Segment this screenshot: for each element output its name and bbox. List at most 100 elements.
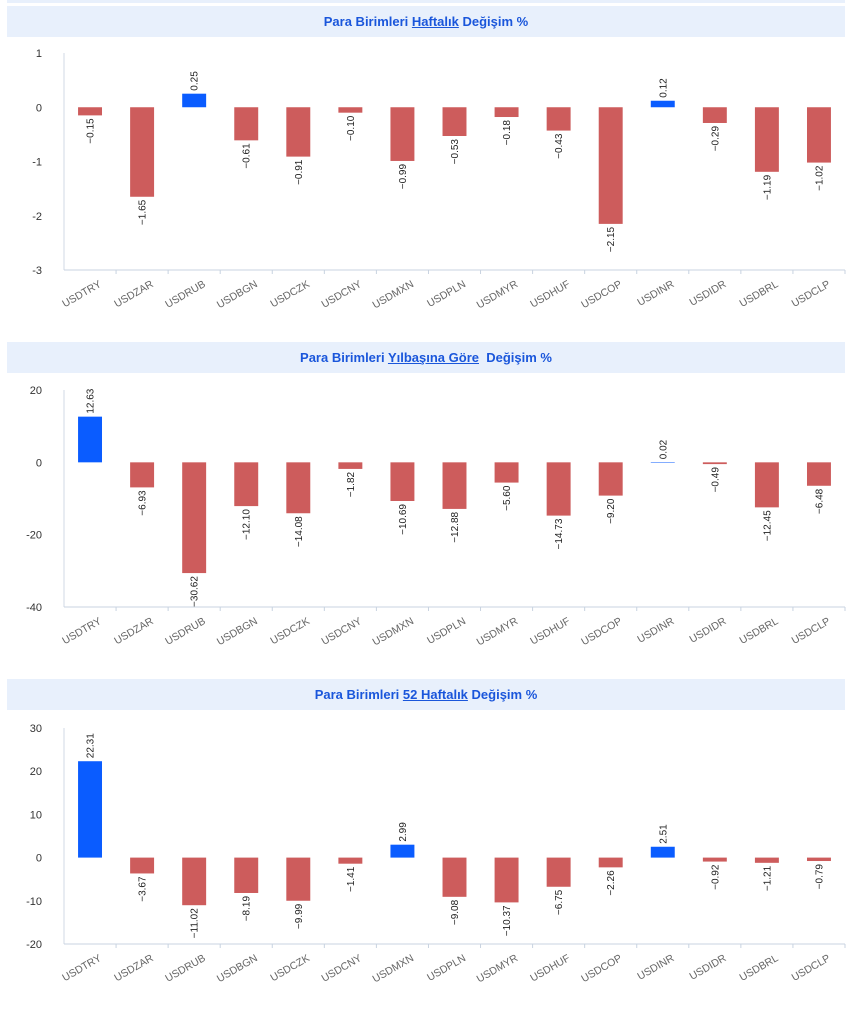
chart-title-link[interactable]: 52 Haftalık [402,687,468,702]
y-tick-label: 20 [30,766,42,778]
y-tick-label: 20 [30,385,42,397]
category-label-usdmxn: USDMXN [371,952,416,985]
category-label-usdmxn: USDMXN [371,615,416,648]
bar-usdhuf [546,107,571,131]
value-label-usdpln: −9.08 [450,899,461,925]
value-label-usdczk: −0.91 [294,159,305,185]
value-label-usdcop: −2.26 [606,870,617,896]
bar-usdzar [130,857,155,874]
category-label-usdinr: USDINR [635,278,676,309]
value-label-usdcop: −2.15 [606,226,617,252]
value-label-usdhuf: −14.73 [554,518,565,549]
value-label-usdinr: 2.51 [658,824,669,844]
y-tick-label: -1 [32,157,42,169]
category-label-usdcny: USDCNY [319,952,363,985]
y-tick-label: -20 [26,939,42,951]
category-label-usdinr: USDINR [635,952,676,983]
bar-usdpln [442,857,467,897]
bar-usdtry [78,416,103,463]
bar-usdclp [806,857,831,862]
y-tick-label: 30 [30,723,42,735]
value-label-usdinr: 0.12 [658,78,669,98]
value-label-usdbrl: −12.45 [762,510,773,541]
category-label-usdtry: USDTRY [60,615,103,647]
category-label-usdbrl: USDBRL [737,278,780,310]
category-label-usdrub: USDRUB [163,615,207,648]
bar-usdcop [598,107,623,224]
category-label-usdclp: USDCLP [790,278,833,310]
chart-weekly: 1 0 -1 -2 -3 −0.15 USDTRY −1.65 USDZAR 0.25 USDRUB… [32,48,846,311]
value-label-usdzar: −1.65 [138,199,149,225]
category-label-usdcop: USDCOP [579,952,624,985]
bar-usdidr [702,462,727,465]
bar-usdhuf [546,462,571,516]
category-label-usdmyr: USDMYR [475,952,521,985]
category-label-usdclp: USDCLP [790,615,833,647]
value-label-usdcop: −9.20 [606,498,617,524]
value-label-usdbgn: −0.61 [242,143,253,169]
category-label-usdczk: USDCZK [268,952,311,984]
category-label-usdcny: USDCNY [319,278,363,311]
bar-usdczk [286,107,311,157]
value-label-usdmxn: −10.69 [398,504,409,535]
bar-usdbgn [234,857,259,893]
bar-usdcop [598,857,623,868]
chart-ytd: 20 0 -20 -40 12.63 USDTRY −6.93 USDZAR −30.62 USD… [26,385,846,648]
bar-usdbrl [754,107,779,172]
chart-title-prefix: Para Birimleri [323,14,412,29]
bar-usdinr [650,100,675,108]
value-label-usdmyr: −10.37 [502,905,513,936]
chart-title-link[interactable]: Yılbaşına Göre [387,350,479,365]
y-tick-label: 0 [36,853,42,865]
value-label-usdmyr: −0.18 [502,120,513,146]
category-label-usdidr: USDIDR [687,615,728,646]
bar-usdrub [182,93,207,108]
value-label-usdclp: −6.48 [814,488,825,514]
value-label-usdrub: −30.62 [190,576,201,607]
bar-usdmyr [494,857,519,903]
category-label-usdpln: USDPLN [425,278,468,310]
bar-usdcny [338,107,363,113]
category-label-usdmyr: USDMYR [475,278,521,311]
category-label-usdrub: USDRUB [163,278,207,311]
bar-usdinr [650,462,675,463]
bar-usdrub [182,857,207,906]
value-label-usdidr: −0.29 [710,126,721,152]
bar-usdclp [806,107,831,163]
bar-usdmyr [494,462,519,483]
value-label-usdhuf: −0.43 [554,133,565,159]
value-label-usdzar: −3.67 [138,876,149,902]
value-label-usdzar: −6.93 [138,490,149,516]
value-label-usdpln: −0.53 [450,139,461,165]
category-label-usdzar: USDZAR [112,615,156,647]
bar-usdtry [78,107,103,116]
category-label-usdtry: USDTRY [60,952,103,984]
value-label-usdrub: −11.02 [190,908,201,939]
value-label-usdbrl: −1.19 [762,174,773,200]
value-label-usdtry: 22.31 [86,733,97,758]
category-label-usdbgn: USDBGN [215,278,260,311]
bar-usdbrl [754,857,779,863]
value-label-usdidr: −0.92 [710,864,721,890]
category-label-usdbrl: USDBRL [737,615,780,647]
value-label-usdmxn: −0.99 [398,164,409,190]
value-label-usdtry: 12.63 [86,388,97,413]
chart-title-link[interactable]: Haftalık [411,14,459,29]
category-label-usdidr: USDIDR [687,952,728,983]
bar-usdidr [702,107,727,123]
bar-usdbgn [234,462,259,507]
chart-52week-title: Para Birimleri 52 Haftalık Değişim % [7,679,845,710]
bar-usdhuf [546,857,571,887]
bar-usdcop [598,462,623,496]
category-label-usdzar: USDZAR [112,952,156,984]
y-tick-label: 10 [30,809,42,821]
bar-usdczk [286,857,311,901]
y-tick-label: -10 [26,896,42,908]
bar-usdmxn [390,844,415,858]
value-label-usdcny: −1.41 [346,866,357,892]
category-label-usdhuf: USDHUF [528,278,572,310]
bar-usdinr [650,846,675,858]
bar-usdpln [442,462,467,509]
chart-title-prefix: Para Birimleri [314,687,403,702]
category-label-usdmyr: USDMYR [475,615,521,648]
